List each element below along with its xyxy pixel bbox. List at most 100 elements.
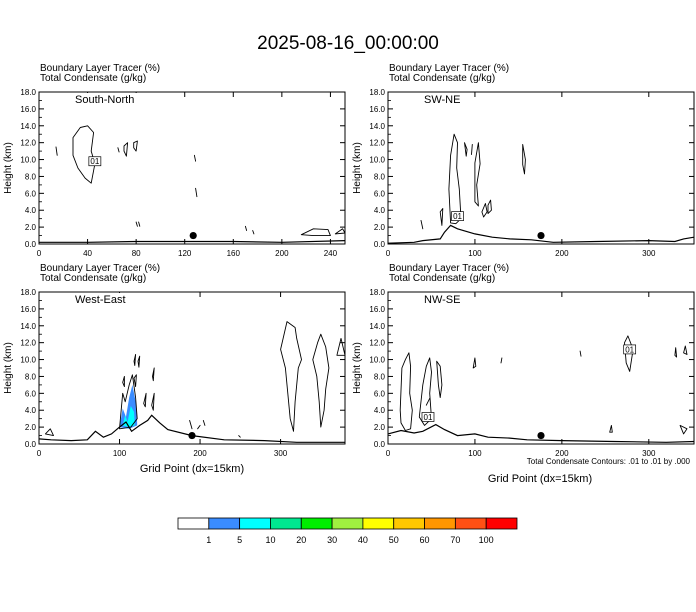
panel-header-line1: Boundary Layer Tracer (%)	[40, 63, 160, 74]
colorbar-swatch-7	[393, 517, 425, 530]
contour-line-10	[683, 345, 688, 355]
contour-line-7	[609, 424, 613, 433]
panel-nw-se: Boundary Layer Tracer (%)Total Condensat…	[352, 263, 695, 458]
y-tick-label: 4.0	[25, 206, 37, 215]
panel-header-line2: Total Condensate (g/kg)	[40, 273, 146, 284]
contour-line-0	[399, 352, 413, 431]
contour-line-4	[472, 357, 477, 369]
y-tick-label: 8.0	[25, 372, 37, 381]
contour-line-4	[151, 392, 155, 411]
contour-line-12	[334, 228, 346, 235]
panel-label: SW-NE	[424, 94, 460, 106]
contour-line-5	[152, 367, 155, 382]
location-marker	[188, 431, 196, 440]
contour-label-box-1	[623, 344, 637, 355]
y-tick-label: 18.0	[20, 288, 36, 297]
colorbar: 1 5 10 20 30 40 50 60 70 100	[177, 517, 518, 545]
colorbar-swatch-3	[270, 517, 302, 530]
colorbar-label-3: 20	[296, 535, 306, 545]
location-marker	[537, 431, 545, 440]
y-tick-label: 12.0	[20, 139, 36, 148]
figure-title: 2025-08-16_00:00:00	[257, 33, 439, 54]
contour-line-5	[487, 199, 492, 215]
contour-line-7	[137, 355, 141, 368]
x-tick-label: 100	[468, 249, 482, 258]
x-tick-label: 240	[324, 249, 338, 258]
y-tick-label: 12.0	[369, 339, 385, 348]
contour-line-6	[439, 208, 444, 226]
contour-line-1	[418, 357, 432, 426]
contour-label-box-0	[421, 412, 435, 422]
contour-line-10	[252, 230, 255, 235]
y-axis-label: Height (km)	[352, 342, 363, 394]
contour-line-2	[133, 374, 137, 388]
panel-header-line2: Total Condensate (g/kg)	[389, 73, 495, 84]
x-tick-label: 120	[178, 249, 192, 258]
x-tick-label: 80	[132, 249, 141, 258]
x-axis-label-right: Grid Point (dx=15km)	[488, 473, 592, 485]
y-tick-label: 8.0	[374, 372, 386, 381]
y-tick-label: 2.0	[25, 223, 37, 232]
contour-line-9	[244, 225, 248, 231]
y-tick-label: 18.0	[20, 88, 36, 97]
contour-line-4	[481, 203, 488, 218]
contour-line-11	[679, 424, 688, 435]
contour-line-6	[579, 350, 582, 357]
contour-line-8	[44, 428, 54, 437]
panel-frame	[38, 91, 346, 245]
panel-label-background	[72, 293, 129, 307]
y-tick-label: 10.0	[20, 356, 36, 365]
contour-line-13	[280, 321, 302, 432]
x-tick-label: 200	[193, 449, 207, 458]
x-axis-label-left: Grid Point (dx=15km)	[140, 463, 244, 475]
contour-line-0	[119, 374, 138, 430]
x-tick-label: 0	[37, 449, 42, 458]
contour-line-10	[197, 424, 201, 430]
y-tick-label: 4.0	[374, 406, 386, 415]
contour-label-0: 01	[453, 212, 462, 221]
terrain-line	[387, 423, 695, 443]
panel-sw-ne: Boundary Layer Tracer (%)Total Condensat…	[352, 63, 695, 258]
contour-line-5	[193, 154, 197, 162]
colorbar-label-5: 40	[358, 535, 368, 545]
x-tick-label: 100	[468, 449, 482, 458]
y-tick-label: 12.0	[20, 339, 36, 348]
x-tick-label: 200	[555, 449, 569, 458]
y-tick-label: 18.0	[369, 288, 385, 297]
y-tick-label: 4.0	[374, 206, 386, 215]
contour-line-7	[135, 221, 138, 227]
y-tick-label: 6.0	[374, 389, 386, 398]
location-marker	[537, 231, 545, 240]
y-tick-label: 14.0	[20, 122, 36, 131]
contour-line-14	[312, 333, 330, 428]
contour-note: Total Condensate Contours: .01 to .01 by…	[527, 457, 691, 466]
contour-line-15	[336, 337, 346, 356]
contour-line-6	[195, 187, 198, 198]
y-tick-label: 10.0	[369, 156, 385, 165]
panel-label: NW-SE	[424, 294, 460, 306]
x-tick-label: 200	[275, 249, 289, 258]
y-tick-label: 14.0	[369, 122, 385, 131]
panel-west-east: Boundary Layer Tracer (%)Total Condensat…	[3, 263, 346, 458]
x-tick-label: 0	[386, 449, 391, 458]
panels: Boundary Layer Tracer (%)Total Condensat…	[3, 63, 695, 458]
x-tick-label: 200	[555, 249, 569, 258]
y-tick-label: 16.0	[369, 105, 385, 114]
y-axis-label: Height (km)	[3, 142, 14, 194]
contour-line-9	[189, 419, 193, 430]
contour-label-box-0	[88, 156, 102, 167]
panel-header-line1: Boundary Layer Tracer (%)	[389, 63, 509, 74]
contour-line-2	[436, 360, 443, 399]
y-tick-label: 14.0	[369, 322, 385, 331]
colorbar-label-2: 10	[265, 535, 275, 545]
panel-header-line2: Total Condensate (g/kg)	[389, 273, 495, 284]
contour-line-4	[117, 147, 120, 153]
colorbar-swatch-9	[454, 517, 487, 530]
panel-label-background	[421, 293, 464, 307]
contour-line-1	[122, 375, 125, 388]
y-tick-label: 8.0	[25, 172, 37, 181]
x-tick-label: 300	[274, 449, 288, 458]
contour-line-0	[448, 133, 462, 225]
y-tick-label: 0.0	[374, 240, 386, 249]
x-tick-label: 100	[113, 449, 127, 458]
